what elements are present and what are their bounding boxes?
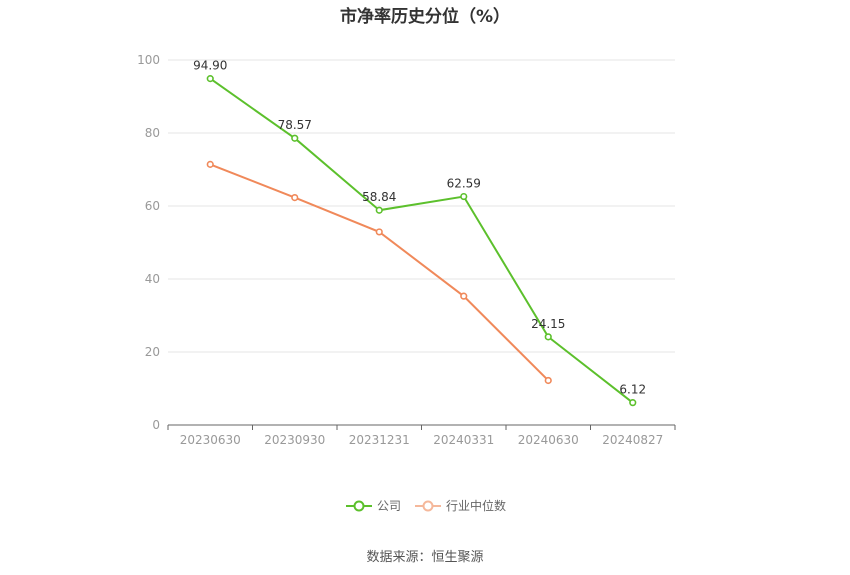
legend-item-company[interactable]: 公司 [346,497,401,514]
data-point-industry-20240331 [460,292,468,300]
series-layer [206,75,637,407]
legend-industry-line-icon [415,500,442,511]
x-tick-label-20231231: 20231231 [349,433,410,447]
data-point-industry-20231231 [375,228,383,236]
data-point-company-20230930 [291,134,299,142]
data-label-company-20230930: 78.57 [278,118,312,132]
chart-title: 市净率历史分位（%） [339,7,511,27]
legend-item-industry[interactable]: 行业中位数 [415,497,506,514]
data-label-company-20240331: 62.59 [447,177,481,191]
x-tick-label-20230630: 20230630 [180,433,241,447]
x-tick-label-20240630: 20240630 [518,433,579,447]
data-label-company-20240827: 6.12 [619,383,646,397]
data-point-company-20230630 [206,75,214,83]
grid-layer [168,59,675,353]
data-point-company-20240630 [544,333,552,341]
legend: 公司 行业中位数 [346,497,520,514]
legend-company-line-icon [346,500,372,511]
y-tick-label-100: 100 [137,53,160,67]
data-point-company-20231231 [375,206,383,214]
y-tick-label-0: 0 [152,418,160,432]
data-point-company-20240331 [460,192,468,201]
legend-industry-label: 行业中位数 [446,499,507,513]
series-line-company [209,77,634,404]
y-tick-label-80: 80 [145,126,160,140]
x-tick-label-20240827: 20240827 [602,433,663,447]
data-label-company-20240630: 24.15 [531,317,565,331]
data-label-company-20231231: 58.84 [362,190,396,204]
data-point-industry-20230630 [206,160,214,168]
x-tick-label-20230930: 20230930 [264,433,325,447]
axis-layer: 0 20 40 60 80 100 20230630 20230930 20231231 2024… [137,53,676,447]
data-point-industry-20230930 [291,194,299,202]
x-tick-label-20240331: 20240331 [433,433,494,447]
source-note: 数据来源：恒生聚源 [366,550,484,565]
label-layer: 94.90 78.57 58.84 62.59 24.15 6.12 [193,59,646,397]
y-tick-label-40: 40 [145,272,160,286]
y-tick-label-20: 20 [145,345,160,359]
y-tick-label-60: 60 [145,199,160,213]
data-point-company-20240827 [629,399,637,407]
legend-company-label: 公司 [377,499,402,513]
data-label-company-20230630: 94.90 [193,59,227,73]
data-point-industry-20240630 [544,376,552,385]
